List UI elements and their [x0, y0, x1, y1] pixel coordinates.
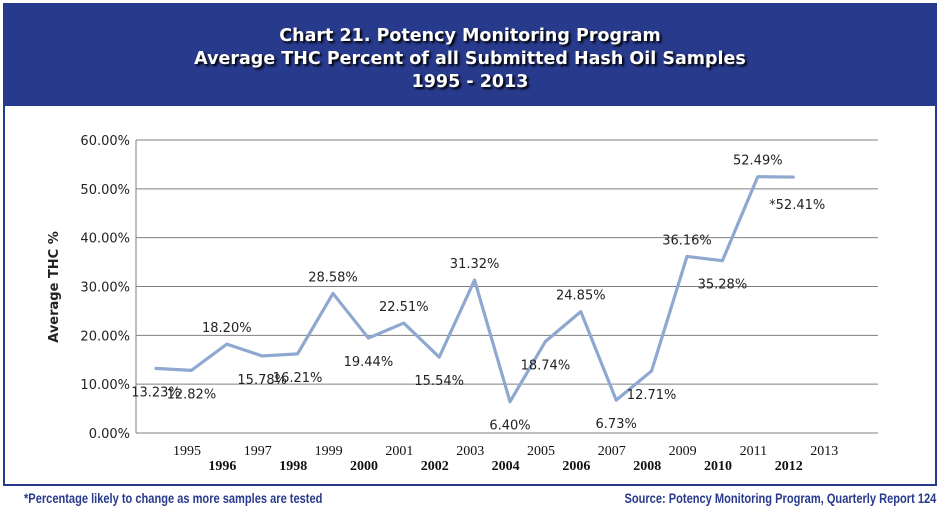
x-tick-label: 2002 [421, 459, 449, 474]
data-label: 12.82% [167, 387, 217, 402]
x-tick-label: 2007 [598, 444, 626, 459]
y-tick-label: 50.00% [80, 183, 130, 198]
data-label: 19.44% [344, 355, 394, 370]
chart-frame: Chart 21. Potency Monitoring Program Ave… [3, 3, 937, 486]
x-tick-label: 2010 [704, 459, 732, 474]
data-label: 18.20% [202, 321, 252, 336]
chart-title-line-1: Chart 21. Potency Monitoring Program [279, 26, 661, 46]
data-label: 12.71% [627, 388, 677, 403]
x-tick-label: 2013 [810, 444, 838, 459]
x-tick-label: 2003 [456, 444, 484, 459]
y-tick-label: 30.00% [80, 281, 130, 296]
x-tick-label: 1995 [173, 444, 201, 459]
x-tick-label: 2006 [562, 459, 590, 474]
y-tick-label: 60.00% [80, 134, 130, 149]
series-line [154, 175, 795, 404]
x-tick-label: 2012 [775, 459, 803, 474]
x-tick-label: 1998 [279, 459, 307, 474]
x-tick-label: 2004 [492, 459, 520, 474]
footnote: *Percentage likely to change as more sam… [24, 491, 323, 506]
source-note: Source: Potency Monitoring Program, Quar… [624, 491, 936, 506]
chart-title-line-3: 1995 - 2013 [411, 72, 529, 92]
y-tick-label: 0.00% [89, 427, 130, 442]
y-axis-title: Average THC % [47, 231, 62, 343]
chart-title-line-2: Average THC Percent of all Submitted Has… [194, 49, 746, 69]
x-tick-label: 2009 [669, 444, 697, 459]
y-tick-label: 40.00% [80, 232, 130, 247]
data-label: 28.58% [308, 270, 358, 285]
data-label: 31.32% [450, 257, 500, 272]
data-label: 16.21% [273, 371, 323, 386]
data-label: 35.28% [698, 278, 748, 293]
data-label: 15.54% [414, 374, 464, 389]
data-label: 22.51% [379, 300, 429, 315]
data-label: 18.74% [521, 358, 571, 373]
data-label: 15.78% [237, 373, 287, 388]
data-label: 36.16% [662, 233, 712, 248]
x-tick-label: 2000 [350, 459, 378, 474]
data-label: 6.73% [596, 417, 637, 432]
y-tick-label: 10.00% [80, 378, 130, 393]
y-tick-label: 20.00% [80, 329, 130, 344]
data-label: *52.41% [769, 198, 825, 213]
data-label: 24.85% [556, 289, 606, 304]
x-tick-label: 2011 [740, 444, 767, 459]
x-tick-label: 2005 [527, 444, 555, 459]
x-tick-label: 1996 [208, 459, 236, 474]
data-label: 13.23% [131, 385, 181, 400]
x-tick-label: 1997 [244, 444, 272, 459]
chart-title-banner: Chart 21. Potency Monitoring Program Ave… [5, 5, 935, 106]
data-label: 6.40% [489, 419, 530, 434]
data-label: 52.49% [733, 154, 783, 169]
x-tick-label: 2008 [633, 459, 661, 474]
x-tick-label: 2001 [385, 444, 413, 459]
x-tick-label: 1999 [315, 444, 343, 459]
